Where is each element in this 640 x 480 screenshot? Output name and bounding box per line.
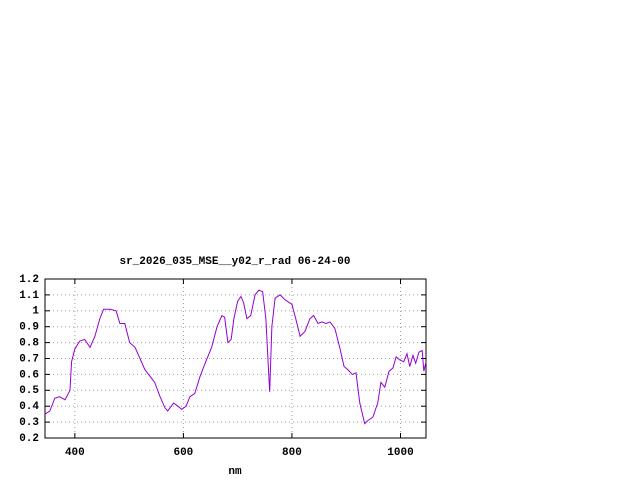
x-tick-label: 800 <box>282 447 302 459</box>
y-tick-label: 0.9 <box>19 322 39 334</box>
y-tick-label: 1.2 <box>19 274 39 286</box>
y-tick-label: 1.1 <box>19 290 39 302</box>
y-tick-label: 1 <box>32 306 39 318</box>
y-tick-label: 0.6 <box>19 369 39 381</box>
y-tick-label: 0.8 <box>19 338 39 350</box>
y-tick-label: 0.4 <box>19 401 39 413</box>
x-tick-label: 1000 <box>387 447 413 459</box>
x-axis-label: nm <box>228 466 242 478</box>
data-line <box>44 289 427 425</box>
plot-border <box>44 278 427 439</box>
y-tick-label: 0.5 <box>19 385 39 397</box>
x-tick-label: 600 <box>173 447 193 459</box>
y-tick-label: 0.2 <box>19 433 39 445</box>
chart-title: sr_2026_035_MSE__y02_r_rad 06-24-00 <box>119 256 350 268</box>
y-tick-label: 0.3 <box>19 417 39 429</box>
x-tick-label: 400 <box>65 447 85 459</box>
y-tick-label: 0.7 <box>19 353 39 365</box>
